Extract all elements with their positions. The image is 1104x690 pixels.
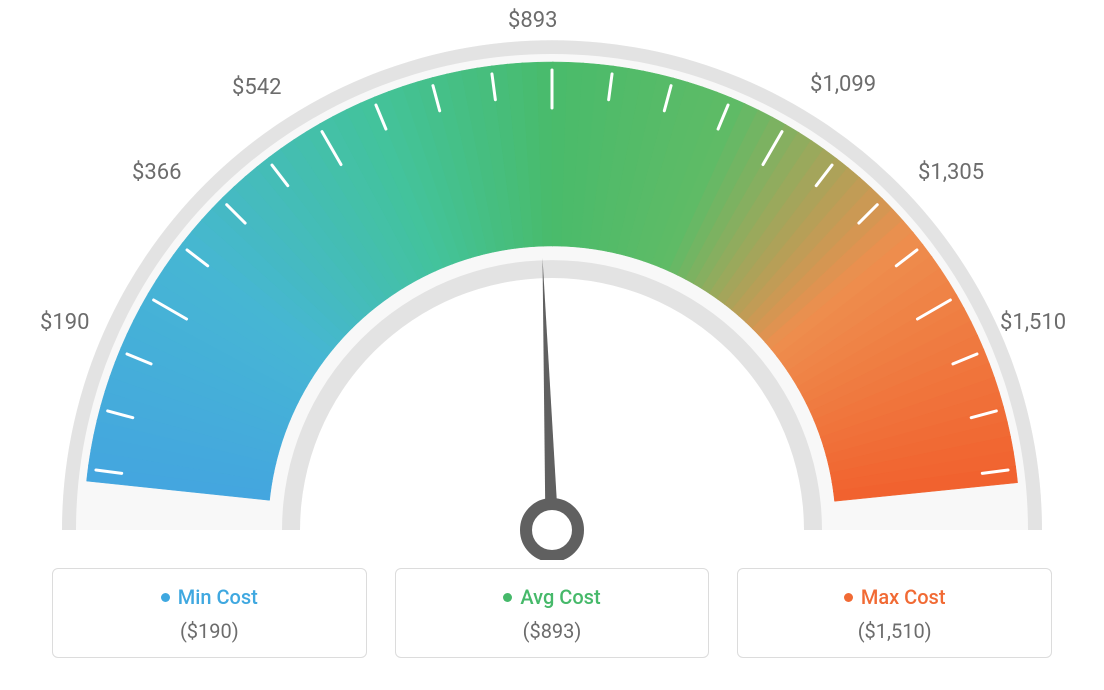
legend-value-max: ($1,510) (748, 619, 1041, 643)
legend-dot-avg (503, 593, 512, 602)
legend-value-avg: ($893) (406, 619, 699, 643)
legend-value-min: ($190) (63, 619, 356, 643)
legend-label-avg: Avg Cost (520, 585, 600, 609)
legend-title-avg: Avg Cost (503, 585, 600, 609)
gauge-tick-label: $542 (232, 75, 281, 100)
legend-row: Min Cost ($190) Avg Cost ($893) Max Cost… (52, 568, 1052, 658)
legend-dot-max (844, 593, 853, 602)
gauge-tick-label: $190 (40, 310, 89, 335)
legend-title-max: Max Cost (844, 585, 946, 609)
gauge-tick-label: $1,305 (918, 160, 984, 185)
legend-box-avg: Avg Cost ($893) (395, 568, 710, 658)
legend-dot-min (161, 593, 170, 602)
legend-label-min: Min Cost (178, 585, 258, 609)
gauge-tick-label: $1,099 (810, 72, 876, 97)
legend-title-min: Min Cost (161, 585, 258, 609)
gauge-svg (0, 0, 1104, 560)
legend-box-max: Max Cost ($1,510) (737, 568, 1052, 658)
cost-gauge-container: $190 $366 $542 $893 $1,099 $1,305 $1,510 Min C… (0, 0, 1104, 690)
gauge-area: $190 $366 $542 $893 $1,099 $1,305 $1,510 (0, 0, 1104, 560)
gauge-tick-label: $366 (132, 160, 181, 185)
gauge-tick-label: $1,510 (1000, 310, 1066, 335)
legend-label-max: Max Cost (861, 585, 946, 609)
legend-box-min: Min Cost ($190) (52, 568, 367, 658)
gauge-tick-label: $893 (508, 8, 557, 33)
